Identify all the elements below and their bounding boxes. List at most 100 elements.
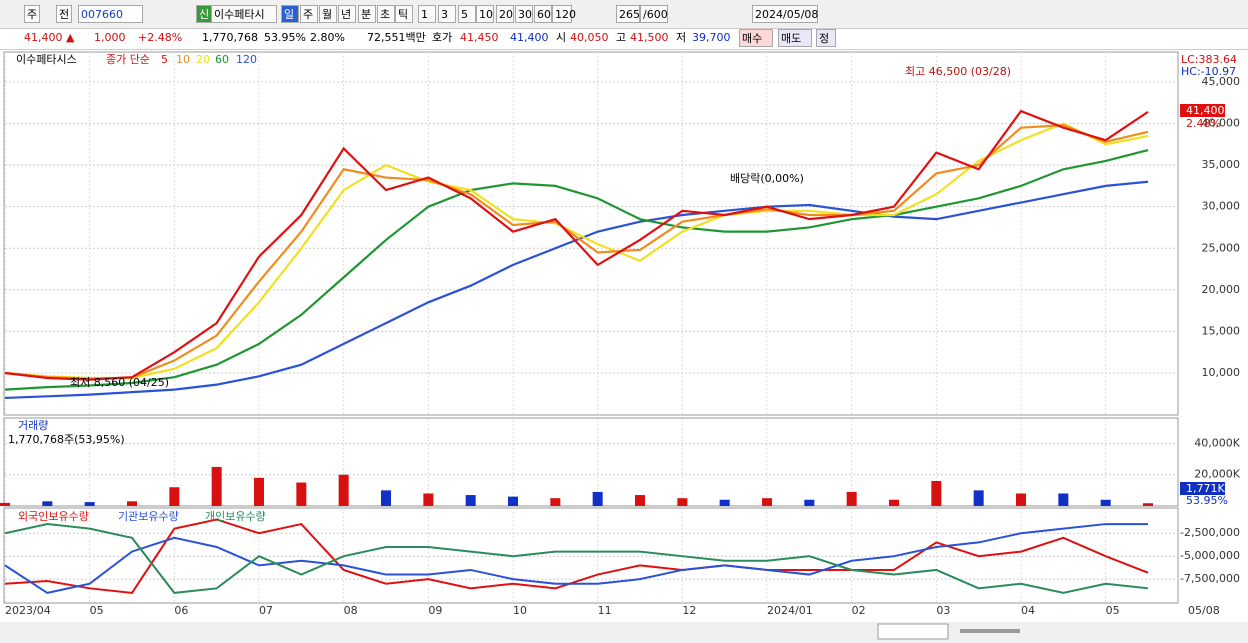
toolbar-item[interactable]: 주 (24, 5, 40, 23)
y-tick-label: 15,000 (1202, 324, 1241, 337)
toolbar-item[interactable]: 일 (281, 5, 299, 23)
series-line (4, 124, 1149, 380)
quote-item: 고 (616, 31, 627, 44)
series-line (4, 122, 1149, 380)
volume-bar (1143, 503, 1153, 506)
toolbar-item[interactable]: 120 (552, 5, 576, 23)
volume-bar (592, 491, 603, 506)
legend-entry: 20 (196, 53, 210, 66)
toolbar-item[interactable]: 전 (56, 5, 72, 23)
legend-entry: 60 (215, 53, 229, 66)
toolbar-item[interactable]: 265 (616, 5, 640, 23)
toolbar-item[interactable]: 년 (338, 5, 356, 23)
toolbar-item[interactable]: 초 (377, 5, 395, 23)
x-tick-label: 06 (174, 604, 188, 617)
toolbar-item[interactable]: 5 (458, 5, 476, 23)
last-price: 41,400 (1186, 104, 1225, 117)
last-ratio: 53.95% (1186, 494, 1228, 507)
toolbar-item[interactable]: 이수페타시 (211, 5, 277, 23)
toolbar-item[interactable]: 3 (438, 5, 456, 23)
y-tick-label: 40,000K (1194, 436, 1240, 449)
toolbar-item[interactable]: 1 (418, 5, 436, 23)
y-tick-label: 20,000 (1202, 283, 1241, 296)
x-tick-label: 2023/04 (5, 604, 51, 617)
toolbar-item[interactable]: 틱 (395, 5, 413, 23)
volume-bar (846, 491, 857, 506)
y-tick-label: 35,000 (1202, 158, 1241, 171)
y-tick-label: -7,500,000 (1180, 572, 1240, 585)
x-tick-label: 05 (90, 604, 104, 617)
volume-bar (211, 466, 222, 506)
volume-bar (127, 501, 137, 506)
price-pane (3, 51, 1179, 416)
volume-bar (973, 490, 984, 506)
quote-button[interactable]: 정 (816, 29, 836, 47)
price-tag (1180, 104, 1225, 117)
volume-pane (3, 417, 1179, 507)
x-tick-label: 09 (428, 604, 442, 617)
y-tick-label: -5,000,000 (1180, 549, 1240, 562)
chart-area: 2023/04 05 06 07 08 09 10 11 12 2024/01 02 03 04 05 05… (0, 50, 1248, 643)
quote-item: 41,400 (510, 31, 549, 44)
y-tick-label: 10,000 (1202, 366, 1241, 379)
volume-bar (1100, 499, 1111, 506)
stock-name: 이수페타시스 (16, 53, 77, 66)
toolbar-item[interactable]: 10 (476, 5, 494, 23)
right-label: HC:-10.97 (1181, 65, 1236, 78)
quote-button[interactable]: 매수 (739, 29, 773, 47)
holding-pane (3, 507, 1179, 604)
toolbar-item[interactable]: 30 (515, 5, 533, 23)
toolbar-item[interactable]: 007660 (78, 5, 143, 23)
volume-bar (381, 490, 391, 506)
scroll-bar (0, 622, 1248, 643)
series-line (4, 523, 1149, 594)
toolbar-item[interactable]: 주 (300, 5, 318, 23)
pane-title: 거래량 (18, 419, 48, 432)
volume-bar (635, 495, 645, 506)
series-line (4, 518, 1149, 594)
x-tick-label: 08 (344, 604, 358, 617)
legend-entry: 기관보유수량 (118, 510, 179, 523)
y-tick-label: 45,000 (1202, 75, 1241, 88)
toolbar-item[interactable]: 분 (358, 5, 376, 23)
toolbar-item[interactable]: 월 (319, 5, 337, 23)
quote-item: +2.48% (138, 31, 183, 44)
annotation: 배당락(0,00%) (730, 172, 804, 185)
quote-item: 72,551백만 (367, 31, 426, 44)
y-tick-label: 25,000 (1202, 241, 1241, 254)
volume-bar (84, 502, 95, 506)
y-tick-label: 30,000 (1202, 200, 1241, 213)
legend-entry: 120 (236, 53, 257, 66)
chart-bg (0, 50, 1248, 622)
quote-item: 1,770,768 (202, 31, 258, 44)
x-tick-label: 2024/01 (767, 604, 813, 617)
toolbar-item[interactable]: 신 (196, 5, 212, 23)
toolbar-item[interactable]: /600 (640, 5, 668, 23)
nav-buttons[interactable] (877, 623, 949, 640)
legend-entry: 10 (176, 53, 190, 66)
quote-item: 시 (556, 31, 567, 44)
toolbar-item[interactable]: 20 (496, 5, 514, 23)
legend-entry: 개인보유수량 (205, 510, 266, 523)
quote-item: 39,700 (692, 31, 731, 44)
zoom-slider[interactable] (960, 629, 1020, 633)
quote-bar: 41,400 ▲ 1,000 +2.48% 1,770,768 53.95% 2.80% 7… (0, 28, 1248, 50)
right-label: LC:383.64 (1181, 53, 1237, 66)
quote-item: 저 (676, 31, 687, 44)
quote-button[interactable]: 매도 (778, 29, 812, 47)
series-line (4, 523, 1148, 594)
quote-item: 41,500 (630, 31, 669, 44)
toolbar-item[interactable]: 2024/05/08 (752, 5, 818, 23)
quote-item: 41,400 ▲ (24, 31, 75, 44)
x-tick-label: 03 (936, 604, 950, 617)
series-line (4, 149, 1149, 391)
x-tick-label: 04 (1021, 604, 1035, 617)
volume-bar (296, 482, 307, 506)
x-tick-label: 02 (852, 604, 866, 617)
quote-item: 1,000 (94, 31, 126, 44)
series-line (4, 109, 1149, 381)
volume-bar (931, 480, 942, 506)
volume-bar (338, 474, 349, 506)
toolbar-item[interactable]: 60 (534, 5, 552, 23)
